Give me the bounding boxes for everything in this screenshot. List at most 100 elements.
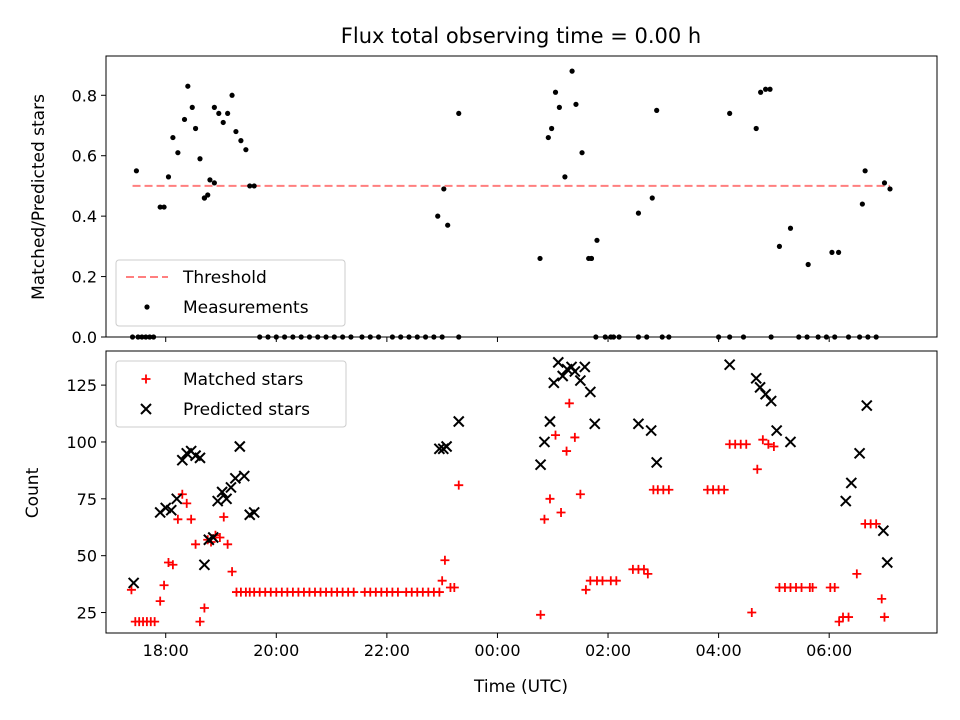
data-points bbox=[126, 356, 893, 627]
measurement-point bbox=[588, 255, 595, 262]
measurement-point bbox=[556, 104, 562, 110]
predicted-star-point bbox=[552, 356, 564, 369]
measurement-point bbox=[170, 134, 176, 141]
legend-box bbox=[115, 259, 346, 327]
measurement-point bbox=[776, 243, 783, 249]
predicted-star-point bbox=[548, 377, 560, 389]
matched-star-point bbox=[747, 608, 757, 618]
measurement-point bbox=[562, 174, 568, 180]
measurement-point bbox=[796, 334, 802, 340]
top-y-axis-label: Matched/Predicted stars bbox=[29, 94, 49, 300]
predicted-star-point bbox=[171, 493, 183, 505]
predicted-star-point bbox=[569, 365, 581, 378]
measurement-point bbox=[398, 334, 404, 340]
measurement-point bbox=[456, 334, 462, 340]
measurement-point bbox=[323, 334, 329, 340]
predicted-star-point bbox=[645, 424, 657, 437]
legend-matched-swatch bbox=[141, 374, 151, 384]
legend-measurements-label: Measurements bbox=[183, 298, 309, 318]
y-tick-label: 0.6 bbox=[72, 147, 97, 166]
measurement-point bbox=[414, 334, 420, 340]
y-tick-label: 0.4 bbox=[72, 207, 97, 226]
measurement-point bbox=[716, 334, 722, 340]
measurement-point bbox=[441, 186, 447, 192]
predicted-star-point bbox=[861, 399, 873, 412]
matched-star-point bbox=[393, 587, 403, 597]
measurement-point bbox=[143, 334, 149, 340]
x-tick-label: 18:00 bbox=[143, 641, 189, 660]
predicted-star-point bbox=[584, 386, 597, 398]
matched-star-point bbox=[643, 569, 653, 579]
top-panel: 0.0 0.2 0.4 0.6 0.8 Threshold Measurements bbox=[72, 55, 938, 347]
predicted-star-point bbox=[853, 447, 866, 460]
measurement-point bbox=[644, 334, 650, 340]
bottom-panel: 25 50 75 100 125 18:00 20:00 22:00 00:00 02:00 04:… bbox=[66, 350, 938, 660]
matched-star-point bbox=[564, 398, 574, 408]
matched-star-point bbox=[150, 617, 160, 627]
measurement-point bbox=[189, 104, 195, 110]
predicted-star-point bbox=[877, 524, 890, 537]
predicted-star-point bbox=[216, 486, 228, 498]
measurement-point bbox=[273, 334, 279, 340]
predicted-star-point bbox=[248, 506, 260, 519]
measurement-point bbox=[233, 128, 239, 135]
y-tick-label: 75 bbox=[77, 490, 97, 509]
predicted-star-point bbox=[211, 495, 224, 507]
measurement-point bbox=[829, 249, 835, 255]
measurement-point bbox=[659, 334, 665, 340]
matched-star-point bbox=[437, 576, 447, 586]
measurement-point bbox=[768, 334, 774, 340]
predicted-star-point bbox=[881, 556, 893, 569]
measurement-point bbox=[740, 334, 747, 340]
measurement-point bbox=[573, 101, 579, 107]
measurement-point bbox=[753, 125, 759, 132]
measurement-point bbox=[243, 147, 249, 153]
predicted-star-point bbox=[440, 440, 453, 453]
measurement-point bbox=[845, 334, 852, 340]
predicted-star-point bbox=[589, 418, 601, 430]
measurement-point bbox=[139, 334, 145, 340]
matched-star-point bbox=[199, 603, 209, 613]
x-tick-label: 22:00 bbox=[364, 641, 410, 660]
measurement-point bbox=[422, 334, 429, 340]
predicted-star-point bbox=[723, 358, 736, 371]
measurement-point bbox=[192, 125, 199, 132]
matched-star-point bbox=[155, 596, 165, 606]
measurement-point bbox=[787, 225, 794, 231]
top-legend: Threshold Measurements bbox=[115, 259, 346, 327]
matched-star-point bbox=[597, 576, 607, 586]
measurement-point bbox=[175, 150, 181, 156]
measurement-point bbox=[887, 186, 893, 192]
measurement-point bbox=[129, 334, 136, 340]
measurement-point bbox=[815, 334, 821, 340]
x-tick-label: 02:00 bbox=[585, 641, 631, 660]
matched-star-point bbox=[173, 514, 183, 524]
predicted-star-point bbox=[220, 493, 233, 505]
measurement-point bbox=[856, 334, 863, 340]
matched-star-point bbox=[223, 539, 233, 549]
measurement-point bbox=[873, 334, 879, 340]
measurement-point bbox=[593, 334, 599, 340]
matched-star-point bbox=[844, 612, 854, 622]
measurement-point bbox=[439, 334, 445, 340]
predicted-star-point bbox=[453, 415, 465, 428]
predicted-star-point bbox=[556, 370, 569, 382]
measurement-point bbox=[832, 334, 838, 340]
matched-star-point bbox=[581, 585, 591, 595]
measurement-point bbox=[165, 174, 172, 180]
measurement-point bbox=[537, 255, 543, 262]
panel-frame bbox=[105, 350, 938, 634]
predicted-star-point bbox=[650, 456, 663, 469]
x-axis-label: Time (UTC) bbox=[473, 677, 568, 697]
measurement-point bbox=[147, 334, 153, 340]
matched-star-point bbox=[227, 567, 237, 577]
measurement-point bbox=[229, 92, 235, 98]
measurement-point bbox=[340, 334, 346, 340]
measurement-point bbox=[859, 201, 865, 207]
predicted-star-point bbox=[534, 459, 547, 471]
measurement-point bbox=[758, 89, 764, 95]
measurement-point bbox=[161, 204, 167, 210]
predicted-star-point bbox=[784, 436, 797, 448]
predicted-star-point bbox=[845, 477, 858, 489]
